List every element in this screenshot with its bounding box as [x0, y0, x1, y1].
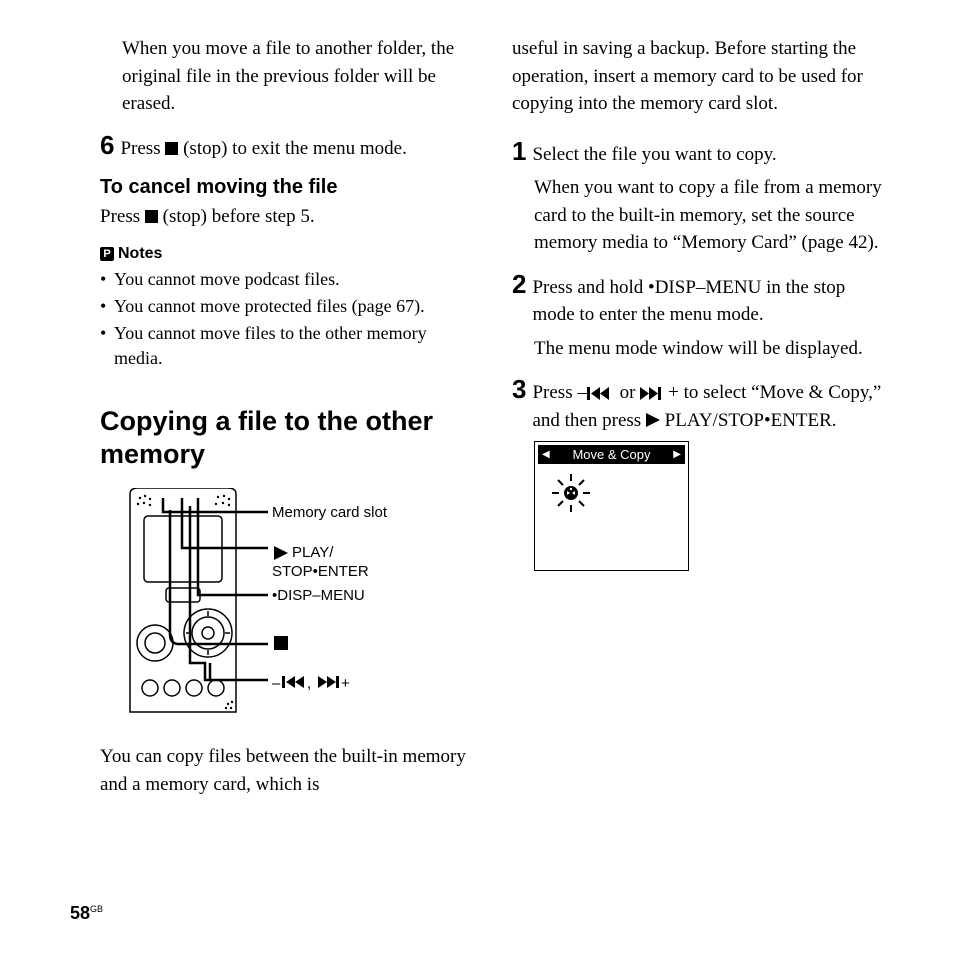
lcd-screen: ◀ Move & Copy ▶	[534, 441, 689, 571]
svg-text:+: +	[341, 675, 350, 692]
label-dispmenu: •DISP–MENU	[272, 587, 365, 604]
note-item: You cannot move podcast files.	[100, 267, 472, 292]
intro-paragraph: When you move a file to another folder, …	[122, 35, 472, 118]
notes-heading: P Notes	[100, 245, 472, 263]
note-item: You cannot move protected files (page 67…	[100, 294, 472, 319]
left-arrow-icon: ◀	[542, 449, 550, 460]
forward-icon	[640, 387, 668, 400]
note-item: You cannot move files to the other memor…	[100, 321, 472, 371]
section-heading: Copying a file to the other memory	[100, 405, 472, 470]
svg-text:PLAY/: PLAY/	[292, 544, 334, 561]
label-stopenter: STOP•ENTER	[272, 563, 369, 580]
label-play: PLAY/	[274, 544, 334, 561]
step-2-number: 2	[512, 271, 526, 297]
step-6: 6 Press (stop) to exit the menu mode.	[100, 132, 472, 163]
notes-list: You cannot move podcast files. You canno…	[100, 267, 472, 372]
loading-icon	[550, 472, 592, 514]
screen-title: Move & Copy	[572, 447, 650, 462]
step-6-text: Press (stop) to exit the menu mode.	[120, 135, 472, 163]
label-stop-icon	[274, 636, 288, 650]
step-1-text: Select the file you want to copy.	[532, 141, 884, 169]
step-2-text: Press and hold •DISP–MENU in the stop mo…	[532, 274, 884, 329]
cancel-heading: To cancel moving the file	[100, 176, 472, 199]
svg-text:–: –	[272, 675, 281, 692]
step-6-number: 6	[100, 132, 114, 158]
screen-header: ◀ Move & Copy ▶	[538, 445, 685, 464]
stop-icon	[145, 210, 158, 223]
copy-intro: You can copy files between the built-in …	[100, 743, 472, 798]
left-column: When you move a file to another folder, …	[100, 35, 472, 812]
right-arrow-icon: ▶	[673, 449, 681, 460]
step-1-number: 1	[512, 138, 526, 164]
right-column: useful in saving a backup. Before starti…	[512, 35, 884, 812]
step-2-continue: The menu mode window will be displayed.	[534, 335, 884, 363]
step-3-number: 3	[512, 376, 526, 402]
device-diagram: Memory card slot PLAY/ STOP•ENTER •DISP–…	[110, 488, 450, 718]
page-number: 58GB	[70, 903, 103, 924]
manual-page: When you move a file to another folder, …	[0, 0, 954, 832]
step-3-text: Press – or + to select “Move & Copy,” an…	[532, 379, 884, 434]
label-rewff: – , +	[272, 675, 350, 692]
stop-icon	[165, 142, 178, 155]
cancel-text: Press (stop) before step 5.	[100, 203, 472, 231]
step-3: 3 Press – or + to select “Move & Copy,” …	[512, 376, 884, 434]
play-icon	[646, 413, 660, 427]
svg-text:,: ,	[307, 675, 311, 692]
step-1-continue: When you want to copy a file from a memo…	[534, 174, 884, 257]
right-top-para: useful in saving a backup. Before starti…	[512, 35, 884, 118]
note-icon: P	[100, 247, 114, 261]
rewind-icon	[587, 387, 615, 400]
step-1: 1 Select the file you want to copy.	[512, 138, 884, 169]
step-2: 2 Press and hold •DISP–MENU in the stop …	[512, 271, 884, 329]
label-memslot: Memory card slot	[272, 504, 388, 521]
